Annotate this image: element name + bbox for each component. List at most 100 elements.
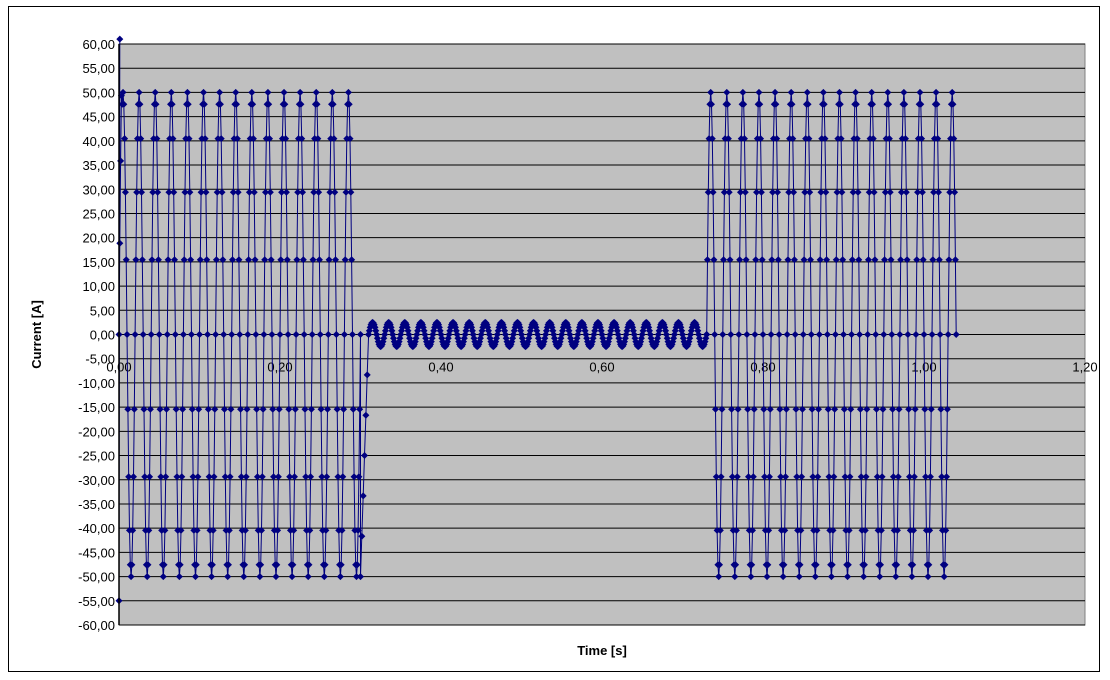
data-point: [144, 561, 152, 569]
data-point: [289, 561, 297, 569]
data-point: [183, 88, 191, 96]
data-point: [270, 473, 278, 481]
data-point: [881, 256, 889, 264]
data-point: [734, 405, 742, 413]
data-point: [331, 188, 339, 196]
y-tick-label: 15,00: [82, 255, 115, 270]
data-point: [133, 188, 141, 196]
data-point: [258, 473, 266, 481]
y-tick-label: -40,00: [78, 521, 115, 536]
data-point: [306, 526, 314, 534]
data-point: [135, 88, 143, 96]
data-point: [951, 188, 959, 196]
data-point: [218, 188, 226, 196]
data-point: [800, 256, 808, 264]
data-point: [200, 88, 208, 96]
data-point: [256, 573, 264, 581]
series-markers: [115, 35, 960, 605]
data-point: [260, 331, 268, 338]
data-point: [896, 331, 904, 338]
data-point: [320, 573, 328, 581]
data-point: [165, 188, 173, 196]
data-point: [157, 473, 165, 481]
data-point: [121, 135, 129, 143]
data-point: [155, 331, 163, 338]
data-point: [173, 473, 181, 481]
data-point: [817, 188, 825, 196]
data-point: [225, 526, 233, 534]
data-point: [918, 188, 926, 196]
data-point: [153, 135, 161, 143]
data-point: [901, 135, 909, 143]
data-point: [286, 473, 294, 481]
data-point: [711, 331, 719, 338]
data-point: [919, 256, 927, 264]
data-point: [250, 188, 258, 196]
data-point: [318, 473, 326, 481]
data-point: [791, 331, 799, 338]
data-point: [179, 405, 187, 413]
data-point: [878, 473, 886, 481]
data-point: [736, 188, 744, 196]
data-point: [771, 88, 779, 96]
data-point: [185, 135, 193, 143]
data-point: [161, 526, 169, 534]
data-point: [772, 100, 780, 108]
data-point: [202, 188, 210, 196]
data-point: [312, 88, 320, 96]
data-point: [216, 100, 224, 108]
data-point: [823, 256, 831, 264]
data-point: [755, 88, 763, 96]
data-point: [852, 88, 860, 96]
data-point: [934, 135, 942, 143]
data-point: [846, 473, 854, 481]
data-point: [743, 331, 751, 338]
data-point: [864, 256, 872, 264]
data-point: [232, 88, 240, 96]
data-point: [816, 256, 824, 264]
y-tick-label: -5,00: [85, 352, 115, 367]
data-point: [186, 188, 194, 196]
data-point: [344, 88, 352, 96]
data-point: [905, 405, 913, 413]
data-point: [196, 331, 203, 338]
data-point: [828, 561, 836, 569]
data-point: [749, 473, 757, 481]
data-point: [127, 573, 135, 581]
data-point: [234, 188, 242, 196]
data-point: [121, 188, 129, 196]
data-point: [943, 405, 951, 413]
data-point: [212, 331, 220, 338]
data-point: [945, 256, 953, 264]
data-point: [940, 573, 948, 581]
data-point: [274, 473, 282, 481]
y-tick-label: 10,00: [82, 279, 115, 294]
data-point: [712, 405, 720, 413]
data-point: [333, 405, 341, 413]
data-point: [208, 573, 216, 581]
data-point: [815, 405, 823, 413]
data-point: [725, 188, 733, 196]
data-point: [739, 88, 747, 96]
data-point: [217, 135, 225, 143]
data-point: [358, 532, 366, 540]
data-point: [806, 188, 814, 196]
data-point: [745, 473, 753, 481]
data-point: [856, 331, 864, 338]
data-point: [179, 331, 187, 338]
data-point: [129, 473, 137, 481]
data-point: [290, 526, 298, 534]
data-point: [773, 135, 781, 143]
data-point: [710, 256, 718, 264]
data-point: [253, 473, 261, 481]
data-point: [194, 473, 202, 481]
data-point: [253, 405, 261, 413]
data-point: [200, 100, 208, 108]
data-point: [823, 331, 831, 338]
y-tick-label: -50,00: [78, 570, 115, 585]
data-point: [715, 573, 723, 581]
data-point: [716, 526, 724, 534]
data-point: [831, 405, 839, 413]
data-point: [709, 188, 717, 196]
data-point: [893, 526, 901, 534]
